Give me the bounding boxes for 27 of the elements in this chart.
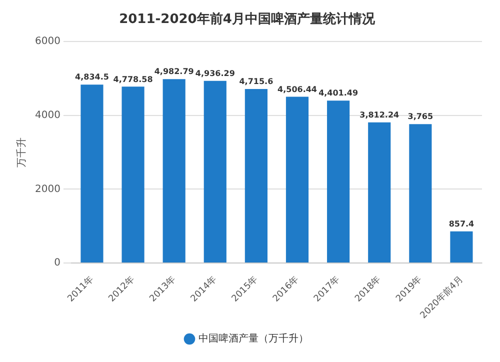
data-label: 4,834.5 [75,72,110,82]
bar [327,100,350,263]
bar [122,86,144,263]
bar [409,124,432,263]
y-tick-label: 0 [54,258,60,269]
chart-title: 2011-2020年前4月中国啤酒产量统计情况 [119,11,376,28]
data-label: 4,982.79 [154,67,194,76]
bar [286,96,309,263]
bar [204,80,226,263]
y-axis-title: 万千升 [16,137,28,168]
bar [244,89,268,263]
data-label: 4,715.6 [239,77,274,86]
bar [80,84,104,263]
y-tick-label: 6000 [34,36,60,48]
data-label: 4,778.58 [113,74,154,84]
data-label: 4,936.29 [195,68,236,78]
data-label: 3,765 [408,112,434,122]
data-label: 4,506.44 [278,84,318,94]
bar [162,79,186,263]
bar [368,122,391,263]
data-label: 4,401.49 [318,88,358,98]
data-label: 857.4 [448,219,475,228]
data-label: 3,812.24 [360,110,400,120]
legend-label: 中国啤酒产量（万千升） [198,332,308,345]
bar [450,231,473,263]
y-tick-label: 4000 [34,110,60,122]
y-tick-label: 2000 [34,184,60,195]
